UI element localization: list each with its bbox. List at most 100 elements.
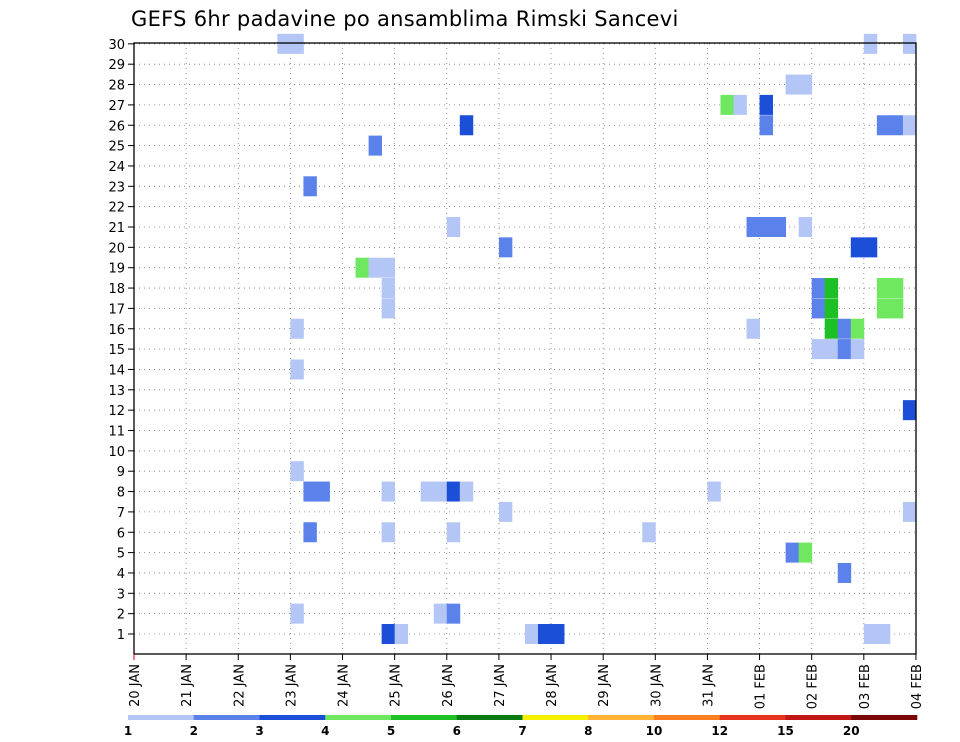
- heatmap-cell: [368, 135, 383, 156]
- y-tick-label: 24: [108, 160, 125, 175]
- heatmap-cell: [798, 74, 813, 95]
- x-tick-label: 24 JAN: [337, 664, 352, 707]
- x-tick-label: 23 JAN: [284, 664, 299, 707]
- heatmap-cell: [824, 318, 839, 339]
- y-tick-label: 4: [117, 567, 125, 582]
- y-tick-label: 21: [108, 221, 125, 236]
- heatmap-cell: [446, 481, 461, 502]
- legend-swatch: [259, 715, 326, 720]
- heatmap-cell: [876, 278, 891, 299]
- heatmap-cell: [889, 298, 904, 319]
- legend-swatch: [456, 715, 523, 720]
- heatmap-cell: [381, 481, 396, 502]
- legend-tick-label: 5: [387, 724, 395, 738]
- heatmap-cell: [798, 217, 813, 237]
- heatmap-cell: [824, 298, 839, 319]
- y-tick-label: 8: [117, 486, 125, 501]
- heatmap-cell: [290, 359, 304, 380]
- heatmap-cell: [746, 318, 760, 339]
- y-tick-label: 29: [108, 58, 125, 73]
- color-legend: 1 2 3 4 5 6 7 8 10 12 15 20: [124, 715, 918, 738]
- legend-swatch: [785, 715, 852, 720]
- heatmap-cell: [863, 237, 878, 258]
- y-tick-label: 27: [108, 99, 125, 114]
- y-tick-label: 7: [117, 506, 125, 521]
- heatmap-cell: [902, 33, 917, 54]
- heatmap-cell: [290, 461, 304, 482]
- x-tick-label: 02 FEB: [806, 664, 821, 709]
- heatmap-cell: [394, 624, 409, 644]
- heatmap-cell: [889, 278, 904, 299]
- heatmap-cell: [850, 318, 865, 339]
- heatmap-cell: [876, 115, 891, 136]
- heatmap-cell: [733, 94, 747, 115]
- y-tick-label: 23: [108, 180, 125, 195]
- heatmap-cell: [277, 33, 291, 54]
- heatmap-cell: [863, 33, 878, 54]
- y-tick-label: 17: [108, 302, 125, 317]
- x-tick-label: 30 JAN: [649, 664, 664, 707]
- heatmap-cell: [889, 115, 904, 136]
- x-axis: 20 JAN 21 JAN 22 JAN 23 JAN 24 JAN 25 JAN 26 J…: [128, 654, 925, 709]
- y-tick-label: 28: [108, 79, 125, 94]
- heatmap-cell: [446, 603, 461, 624]
- heatmap-cells: [277, 33, 917, 644]
- heatmap-cell: [420, 481, 435, 502]
- y-tick-label: 5: [117, 547, 125, 562]
- heatmap-cell: [446, 217, 461, 237]
- heatmap-cell: [381, 522, 396, 543]
- heatmap-cell: [811, 278, 826, 299]
- legend-swatch: [522, 715, 589, 720]
- heatmap-cell: [837, 339, 852, 360]
- heatmap-cell: [902, 501, 917, 522]
- y-tick-label: 11: [108, 425, 125, 440]
- heatmap-cell: [876, 624, 891, 644]
- y-tick-label: 19: [108, 262, 125, 277]
- heatmap-cell: [551, 624, 565, 644]
- heatmap-cell: [498, 501, 513, 522]
- x-tick-label: 01 FEB: [754, 664, 769, 709]
- heatmap-cell: [316, 481, 330, 502]
- heatmap-cell: [459, 115, 474, 136]
- heatmap-cell: [824, 278, 839, 299]
- legend-tick-label: 20: [843, 724, 860, 738]
- y-tick-label: 26: [108, 119, 125, 134]
- legend-tick-label: 12: [711, 724, 728, 738]
- legend-tick-label: 4: [321, 724, 329, 738]
- legend-tick-label: 6: [453, 724, 461, 738]
- x-tick-label: 28 JAN: [545, 664, 560, 707]
- plot-frame: [133, 42, 917, 655]
- heatmap-cell: [850, 237, 865, 258]
- x-tick-label: 03 FEB: [858, 664, 873, 709]
- heatmap-cell: [798, 542, 813, 563]
- chart-title: GEFS 6hr padavine po ansamblima Rimski S…: [131, 7, 679, 31]
- y-tick-label: 3: [117, 587, 125, 602]
- legend-swatch: [128, 715, 195, 720]
- y-tick-label: 25: [108, 140, 125, 155]
- heatmap-cell: [381, 257, 396, 278]
- heatmap-cell: [785, 542, 800, 563]
- heatmap-cell: [368, 257, 383, 278]
- y-tick-label: 16: [108, 323, 125, 338]
- y-tick-label: 12: [108, 404, 125, 419]
- x-tick-label: 22 JAN: [232, 664, 247, 707]
- heatmap-cell: [538, 624, 552, 644]
- x-tick-label: 27 JAN: [493, 664, 508, 707]
- heatmap-cell: [459, 481, 474, 502]
- y-tick-label: 9: [117, 465, 125, 480]
- y-tick-label: 30: [108, 38, 125, 53]
- legend-tick-label: 7: [518, 724, 526, 738]
- legend-swatch: [719, 715, 786, 720]
- y-tick-label: 2: [117, 608, 125, 623]
- x-tick-label: 26 JAN: [441, 664, 456, 707]
- y-tick-label: 6: [117, 526, 125, 541]
- x-tick-label: 20 JAN: [128, 664, 143, 707]
- heatmap-cell: [824, 339, 839, 360]
- heatmap-cell: [524, 624, 539, 644]
- heatmap-cell: [642, 522, 656, 543]
- heatmap-cell: [446, 522, 461, 543]
- legend-tick-label: 8: [584, 724, 592, 738]
- y-tick-label: 22: [108, 201, 125, 216]
- heatmap-cell: [863, 624, 878, 644]
